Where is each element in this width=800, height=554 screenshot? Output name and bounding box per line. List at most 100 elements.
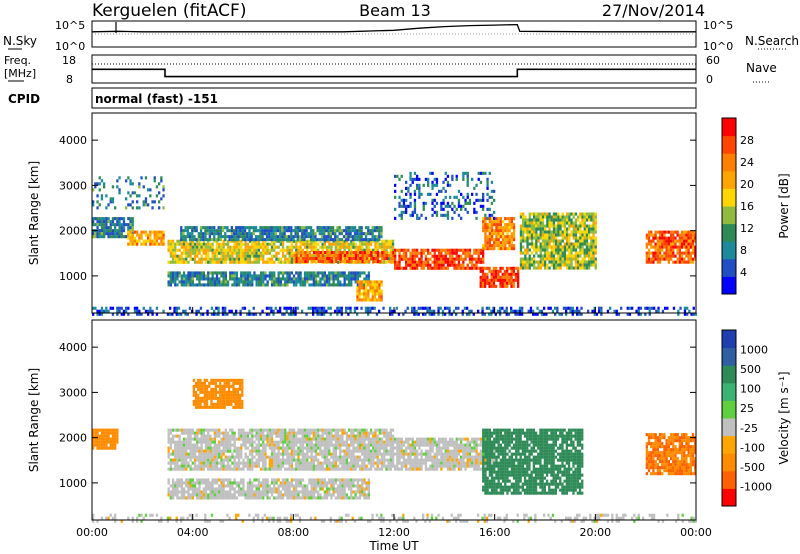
velocity-cell bbox=[103, 428, 106, 432]
power-cell bbox=[418, 189, 421, 193]
power-cell bbox=[546, 242, 549, 246]
power-cell bbox=[321, 248, 324, 252]
power-cell bbox=[667, 257, 670, 261]
power-cell bbox=[490, 312, 493, 316]
power-cell bbox=[317, 248, 320, 252]
velocity-cell bbox=[441, 516, 445, 520]
power-cell bbox=[213, 229, 216, 233]
velocity-cell bbox=[224, 464, 227, 468]
power-cell bbox=[235, 277, 238, 281]
power-cell bbox=[281, 242, 285, 246]
power-cell bbox=[270, 239, 274, 243]
velocity-cell bbox=[96, 443, 99, 447]
power-cell bbox=[385, 245, 388, 249]
velocity-cell bbox=[242, 458, 245, 462]
power-cell bbox=[254, 229, 258, 233]
power-cell bbox=[566, 233, 569, 237]
power-cell bbox=[346, 254, 349, 258]
power-cell bbox=[672, 233, 675, 237]
power-cell bbox=[268, 257, 271, 261]
velocity-cell bbox=[215, 464, 219, 468]
power-cell bbox=[530, 245, 534, 249]
power-cell bbox=[309, 235, 313, 239]
power-cell bbox=[378, 283, 381, 287]
power-cell bbox=[255, 239, 258, 243]
velocity-cell bbox=[310, 440, 313, 444]
power-cell bbox=[672, 245, 675, 249]
velocity-cell bbox=[268, 461, 271, 465]
power-cell bbox=[277, 271, 280, 275]
velocity-cell bbox=[266, 431, 269, 435]
power-cell bbox=[446, 257, 450, 261]
velocity-cell bbox=[196, 446, 199, 450]
power-cell bbox=[244, 239, 247, 243]
power-cell bbox=[544, 266, 547, 270]
power-cell bbox=[426, 306, 429, 310]
power-cell bbox=[594, 245, 597, 249]
power-cell bbox=[416, 260, 419, 264]
velocity-cell bbox=[229, 449, 232, 453]
power-cell bbox=[490, 201, 494, 205]
power-cell bbox=[539, 248, 542, 252]
velocity-cell bbox=[244, 434, 247, 438]
velocity-cell bbox=[178, 434, 181, 438]
power-cell bbox=[451, 257, 454, 261]
velocity-cell bbox=[218, 449, 221, 453]
velocity-cell bbox=[694, 519, 698, 523]
power-cell bbox=[488, 238, 491, 242]
power-cell bbox=[495, 220, 498, 224]
power-cell bbox=[253, 277, 256, 281]
power-cell bbox=[394, 183, 397, 187]
velocity-cell bbox=[211, 449, 214, 453]
velocity-cell bbox=[107, 434, 110, 438]
velocity-cell bbox=[284, 461, 287, 465]
power-cell bbox=[437, 312, 440, 316]
power-cell bbox=[283, 235, 286, 239]
power-cell bbox=[505, 306, 508, 310]
power-cell bbox=[334, 232, 337, 236]
power-cell bbox=[585, 248, 589, 252]
velocity-cell bbox=[202, 440, 205, 444]
power-cell bbox=[402, 266, 406, 270]
power-cell bbox=[532, 309, 535, 313]
power-cell bbox=[281, 248, 285, 252]
power-cell bbox=[334, 271, 337, 275]
power-cell bbox=[413, 306, 416, 310]
power-cell bbox=[411, 210, 414, 214]
power-cell bbox=[380, 242, 384, 246]
velocity-cell bbox=[288, 461, 291, 465]
power-cell bbox=[188, 235, 192, 239]
power-cell bbox=[581, 263, 584, 267]
power-cell bbox=[178, 239, 181, 243]
power-cell bbox=[510, 217, 513, 221]
power-cell bbox=[488, 220, 491, 224]
power-cell bbox=[484, 247, 487, 251]
power-cell bbox=[424, 306, 427, 310]
power-cell bbox=[241, 238, 244, 242]
power-cell bbox=[98, 235, 101, 239]
power-cell bbox=[348, 254, 351, 258]
velocity-cell bbox=[242, 431, 245, 435]
velocity-cell bbox=[303, 428, 307, 432]
power-cell bbox=[297, 271, 300, 275]
power-cell bbox=[371, 298, 374, 302]
velocity-cell bbox=[226, 449, 230, 453]
power-cell bbox=[409, 201, 412, 205]
velocity-cell bbox=[303, 455, 307, 459]
power-cell bbox=[105, 229, 108, 233]
velocity-cell bbox=[251, 428, 254, 432]
power-cell bbox=[94, 306, 97, 310]
power-cell bbox=[92, 188, 95, 192]
power-cell bbox=[367, 292, 370, 296]
power-cell bbox=[155, 306, 159, 310]
power-cell bbox=[579, 239, 582, 243]
power-cell bbox=[347, 306, 350, 310]
velocity-cell bbox=[180, 467, 183, 471]
power-cell bbox=[138, 185, 141, 189]
velocity-cell bbox=[185, 440, 188, 444]
velocity-cell bbox=[299, 452, 302, 456]
power-cell bbox=[692, 306, 695, 310]
power-cell bbox=[92, 306, 95, 310]
power-cell bbox=[265, 232, 269, 236]
power-cell bbox=[306, 280, 309, 284]
